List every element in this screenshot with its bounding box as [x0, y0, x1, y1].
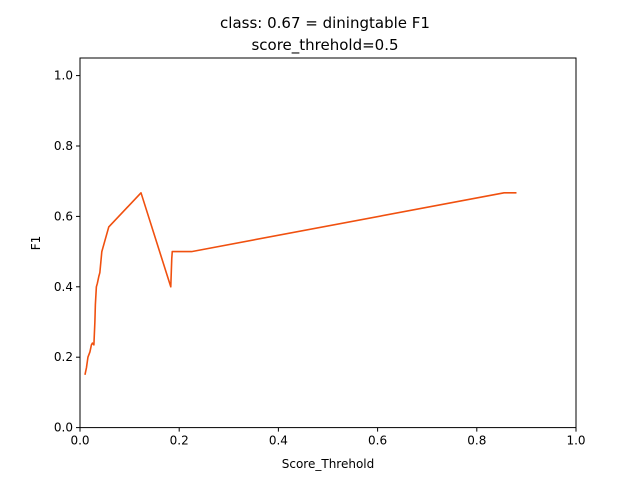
y-axis-label: F1 — [29, 236, 43, 251]
y-tick-label: 0.6 — [54, 209, 73, 223]
x-tick-label: 0.0 — [70, 434, 89, 448]
y-tick-label: 0.0 — [54, 421, 73, 435]
plot-frame — [79, 57, 577, 429]
x-tick-label: 0.2 — [170, 434, 189, 448]
y-tick-label: 1.0 — [54, 69, 73, 83]
y-tick-label: 0.4 — [54, 280, 73, 294]
x-tick-label: 0.4 — [269, 434, 288, 448]
plot-area — [84, 192, 517, 375]
x-tick-label: 0.6 — [368, 434, 387, 448]
x-axis-label: Score_Threhold — [282, 457, 375, 471]
y-axis: 0.0 0.2 0.4 0.6 0.8 1.0 — [54, 69, 80, 435]
x-tick-label: 1.0 — [566, 434, 585, 448]
x-axis: 0.0 0.2 0.4 0.6 0.8 1.0 — [70, 427, 586, 448]
y-tick-label: 0.2 — [54, 350, 73, 364]
chart-subtitle: score_threhold=0.5 — [251, 36, 398, 55]
chart-title: class: 0.67 = diningtable F1 — [220, 14, 430, 32]
y-tick-label: 0.8 — [54, 139, 73, 153]
x-tick-label: 0.8 — [467, 434, 486, 448]
series-line-0 — [84, 192, 517, 375]
